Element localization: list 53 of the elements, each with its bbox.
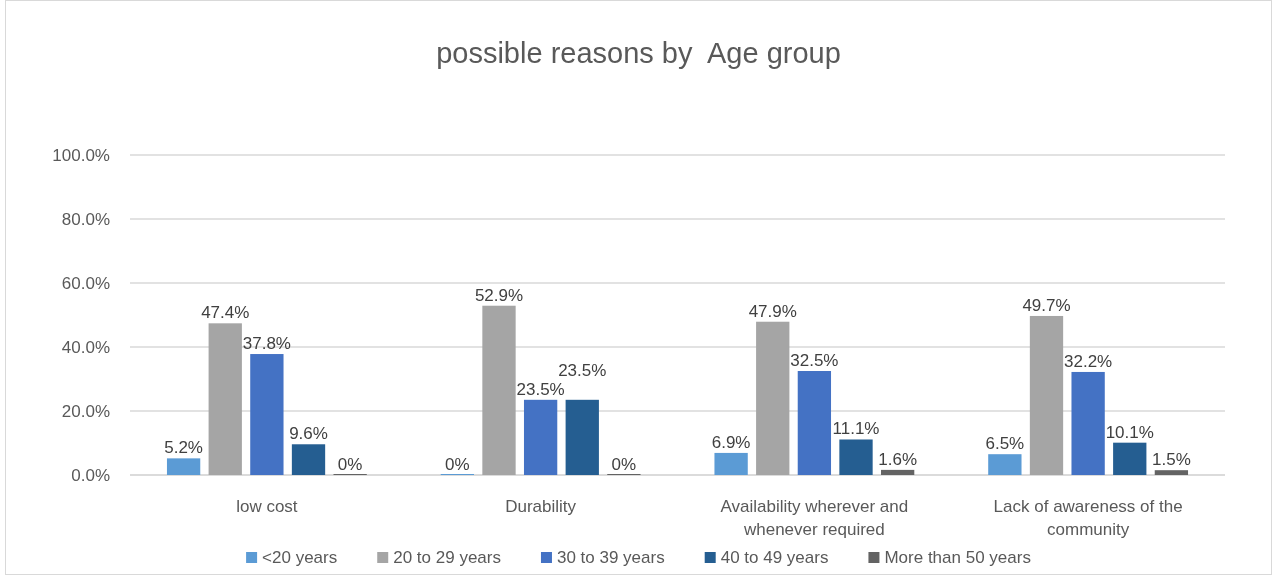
data-label: 47.4% xyxy=(201,303,250,323)
bar xyxy=(1113,442,1147,475)
y-tick-label: 40.0% xyxy=(61,337,110,357)
bar xyxy=(1071,371,1105,475)
legend-label: <20 years xyxy=(262,548,338,567)
data-label: 23.5% xyxy=(516,379,565,399)
y-tick-label: 20.0% xyxy=(61,401,110,421)
bar xyxy=(565,399,599,475)
data-label: 52.9% xyxy=(474,285,524,305)
legend-label: More than 50 years xyxy=(884,548,1031,567)
data-label: 9.6% xyxy=(289,424,328,444)
y-tick-label: 60.0% xyxy=(61,273,110,293)
y-tick-label: 100.0% xyxy=(52,145,110,165)
bar xyxy=(1029,315,1064,475)
chart-title: possible reasons by Age group xyxy=(436,37,841,69)
x-tick-label: Durability xyxy=(505,497,577,516)
data-label: 6.9% xyxy=(711,432,751,452)
data-label: 1.5% xyxy=(1152,450,1191,470)
bar xyxy=(208,323,242,475)
data-label: 0% xyxy=(337,455,363,474)
data-label: 47.9% xyxy=(748,301,797,321)
bar xyxy=(988,454,1022,475)
bar xyxy=(482,305,516,475)
data-label: 5.2% xyxy=(164,438,203,458)
x-tick-label: Lack of awareness of the community xyxy=(993,497,1183,539)
bar xyxy=(166,458,201,475)
legend-label: 40 to 49 years xyxy=(720,548,829,567)
data-label: 0% xyxy=(445,455,470,474)
y-tick-label: 80.0% xyxy=(61,209,110,229)
bar xyxy=(797,371,832,475)
y-tick-label: 0.0% xyxy=(71,465,110,485)
bar xyxy=(756,321,790,475)
x-tick-label: low cost xyxy=(236,497,298,516)
legend-label: 30 to 39 years xyxy=(556,548,665,567)
data-label: 10.1% xyxy=(1105,422,1154,442)
data-label: 32.5% xyxy=(790,351,839,370)
bar xyxy=(250,354,284,475)
data-label: 37.8% xyxy=(242,334,291,354)
bar xyxy=(1154,470,1189,475)
data-label: 11.1% xyxy=(832,419,880,439)
data-label: 23.5% xyxy=(558,360,607,380)
bar xyxy=(291,444,326,475)
data-label: 49.7% xyxy=(1022,295,1071,315)
data-label: 6.5% xyxy=(985,434,1025,454)
data-label: 32.2% xyxy=(1064,351,1113,371)
data-label: 0% xyxy=(611,455,637,474)
bar xyxy=(523,399,558,475)
legend-label: 20 to 29 years xyxy=(393,548,501,567)
data-label: 1.6% xyxy=(878,449,918,469)
bar xyxy=(714,452,748,475)
bar xyxy=(839,439,873,475)
x-tick-label: Availability wherever and whenever required xyxy=(720,497,909,539)
bar xyxy=(880,469,915,475)
